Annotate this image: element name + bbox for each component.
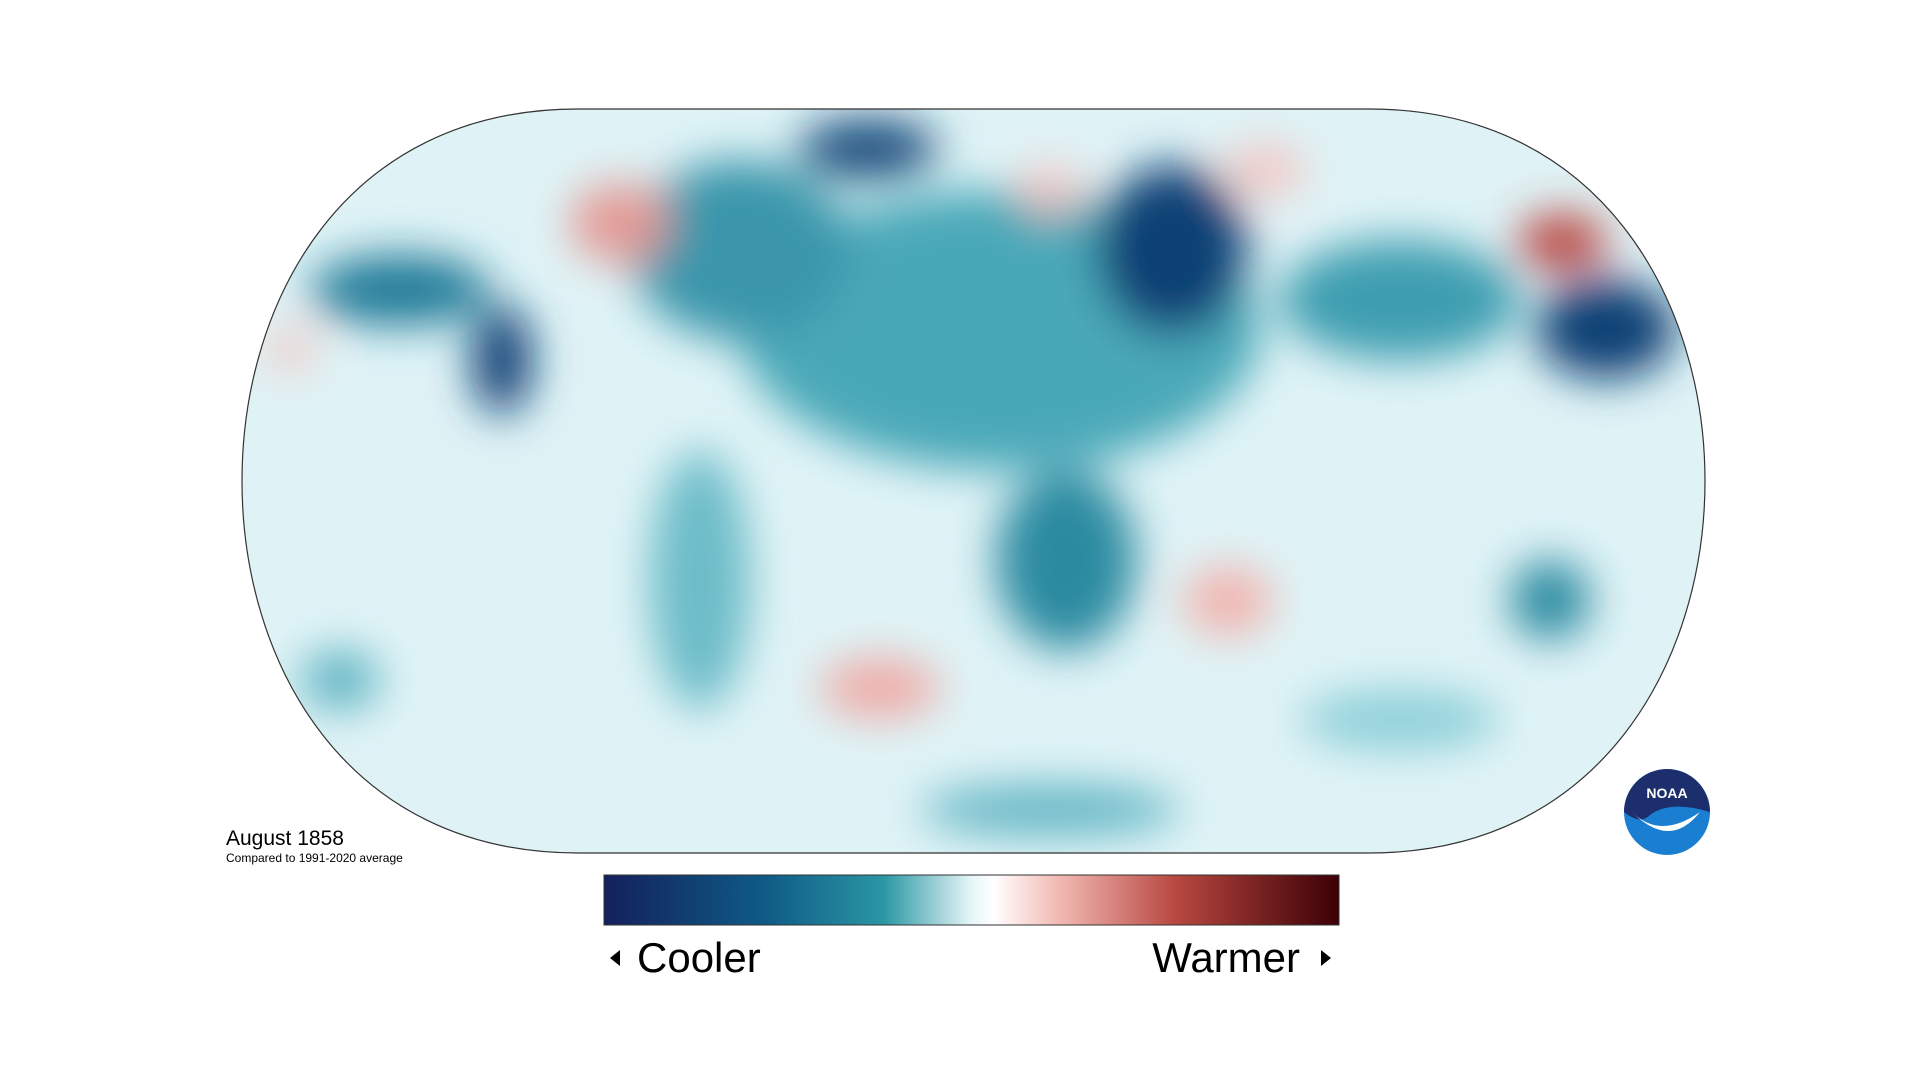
cooler-arrow	[610, 950, 620, 966]
noaa-logo: NOAA	[1624, 769, 1710, 855]
map-outline	[241, 108, 1706, 854]
legend-high-label: Warmer	[1152, 934, 1300, 981]
legend-low-label: Cooler	[637, 934, 761, 981]
anomaly-fields	[265, 119, 1676, 835]
map-subtitle: Compared to 1991-2020 average	[226, 851, 403, 865]
anomaly-map	[242, 109, 1705, 853]
logo-top	[1624, 769, 1710, 820]
logo-gull	[1632, 812, 1700, 831]
logo-text: NOAA	[1646, 785, 1687, 801]
map-title: August 1858	[226, 827, 344, 850]
warmer-arrow	[1321, 950, 1331, 966]
color-scale	[603, 874, 1340, 926]
